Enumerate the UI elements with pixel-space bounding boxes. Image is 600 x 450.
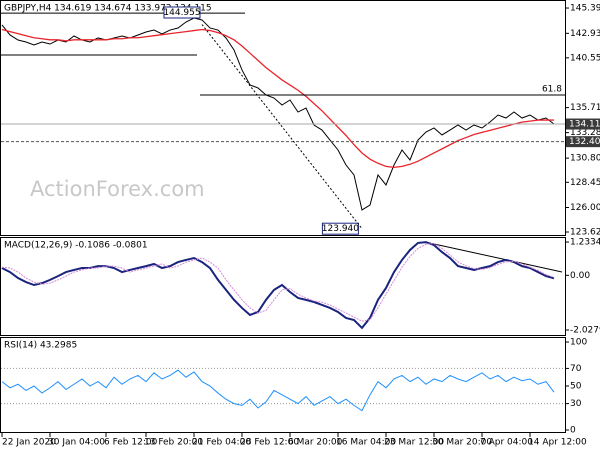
macd-panel	[0, 237, 566, 336]
marker-box	[321, 222, 359, 235]
y-tick-label: 133.280	[570, 128, 600, 138]
y-tick-label: 123.620	[570, 227, 600, 237]
price-level-box	[566, 136, 600, 148]
price-level-label: 134.115	[569, 120, 600, 130]
x-tick-label: 6 Feb 12:00	[104, 438, 158, 448]
price-level-box	[566, 118, 600, 130]
x-tick-label: 28 Feb 12:00	[240, 438, 299, 448]
x-tick-label: 30 Jan 04:00	[48, 438, 105, 448]
marker-label: 123.940	[322, 224, 359, 234]
price-panel	[0, 0, 566, 236]
x-tick-label: 23 Mar 12:00	[384, 438, 444, 448]
x-tick-label: 30 Mar 20:00	[432, 438, 492, 448]
x-tick-label: 13 Feb 20:00	[144, 438, 203, 448]
panel-title: MACD(12,26,9) -0.1086 -0.0801	[4, 241, 148, 251]
swing-line	[201, 24, 363, 230]
y-tick-label: 142.930	[570, 29, 600, 39]
y-tick-label: 130.800	[570, 154, 600, 164]
marker-label: 144.955	[163, 8, 200, 18]
series-line	[1, 241, 555, 330]
series-line	[1, 242, 555, 322]
x-tick-label: 22 Jan 2020	[2, 438, 56, 448]
y-tick-label: 135.710	[570, 103, 600, 113]
y-tick-label: 128.450	[570, 178, 600, 188]
y-tick-label: 100	[570, 338, 587, 348]
x-tick-label: 16 Mar 04:00	[336, 438, 396, 448]
panel-title: GBPJPY,H4 134.619 134.674 133.972 134.11…	[4, 4, 212, 14]
y-tick-label: 0.00	[570, 271, 590, 281]
rsi-panel	[0, 337, 566, 433]
watermark: ActionForex.com	[30, 177, 205, 201]
macd-trendline	[424, 241, 563, 273]
y-tick-label: 0	[570, 426, 576, 436]
x-tick-label: 6 Mar 20:00	[288, 438, 343, 448]
x-tick-label: 21 Feb 04:00	[192, 438, 251, 448]
x-tick-label: 14 Apr 12:00	[528, 438, 587, 448]
y-tick-label: 1.2334	[570, 238, 600, 248]
series-line	[1, 28, 554, 169]
y-tick-label: 50	[570, 382, 582, 392]
marker-box	[163, 6, 201, 19]
y-tick-label: 70	[570, 364, 582, 374]
fib-label: 61.8	[542, 84, 562, 94]
y-tick-label: -2.0279	[570, 326, 600, 336]
series-line	[1, 369, 555, 412]
price-level-label: 132.400	[569, 137, 600, 147]
y-tick-label: 140.550	[570, 53, 600, 63]
y-tick-label: 30	[570, 399, 582, 409]
panel-title: RSI(14) 43.2985	[4, 341, 77, 351]
y-tick-label: 126.000	[570, 203, 600, 213]
y-tick-label: 145.390	[570, 4, 600, 14]
x-tick-label: 7 Apr 04:00	[480, 438, 533, 448]
